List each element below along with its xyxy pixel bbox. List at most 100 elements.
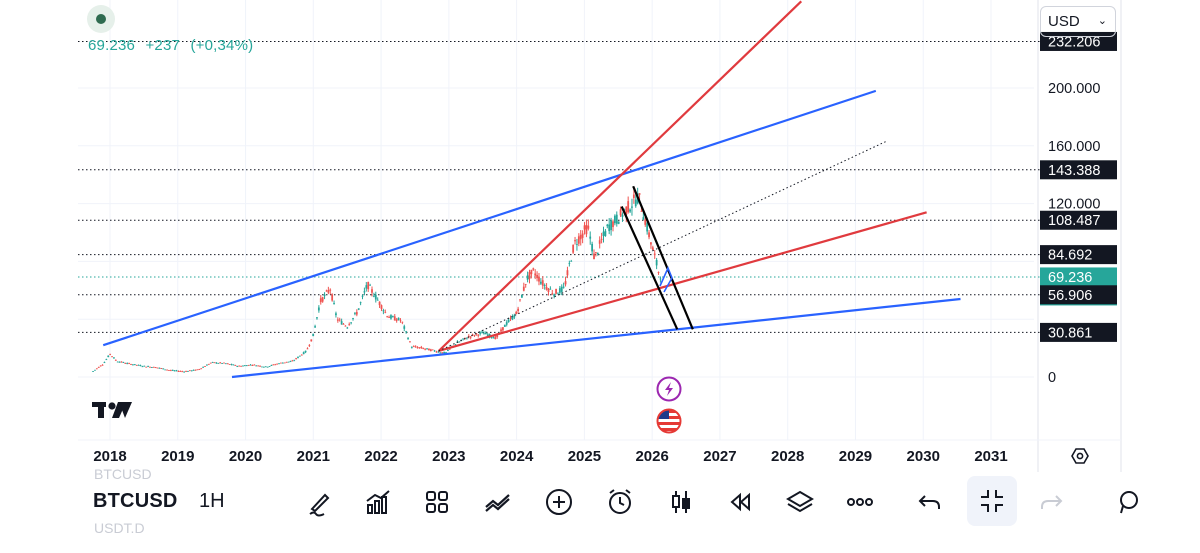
candle-body — [128, 363, 131, 365]
candle-body — [566, 270, 569, 276]
candle-body — [369, 284, 372, 286]
y-tick-label: 120.000 — [1048, 197, 1100, 213]
collapse-button[interactable] — [967, 476, 1017, 526]
candle-body — [118, 361, 121, 363]
price-chart[interactable]: 2018 2019 2020 2021 2022 2023 2024 2025 2026 2027… — [0, 0, 1200, 472]
compare-button[interactable] — [476, 482, 520, 522]
candle-body — [132, 364, 134, 366]
candle-body — [291, 360, 294, 362]
candle-body — [428, 348, 430, 351]
add-button[interactable] — [537, 482, 581, 522]
candle-body — [553, 294, 556, 297]
indicators-button[interactable] — [356, 482, 400, 522]
candles-button[interactable] — [659, 482, 703, 522]
candle-body — [412, 346, 415, 348]
candle-body — [346, 327, 349, 329]
candle-body — [238, 365, 241, 367]
candle-body — [507, 319, 510, 323]
next-symbol[interactable]: USDT.D — [94, 520, 145, 536]
candle-body — [114, 359, 117, 361]
candle-body — [342, 323, 345, 325]
candle-body — [391, 316, 394, 318]
search-button[interactable] — [1102, 482, 1146, 522]
candle-body — [101, 364, 104, 366]
candle-body — [219, 362, 222, 364]
layers-button[interactable] — [778, 482, 822, 522]
candle-body — [549, 288, 552, 290]
candle-body — [492, 337, 495, 339]
candle-body — [640, 211, 643, 212]
candle-body — [503, 324, 506, 327]
brush-button[interactable] — [297, 482, 341, 522]
redo-button[interactable] — [1029, 482, 1073, 522]
candle-body — [177, 371, 180, 372]
candle-body — [581, 233, 584, 238]
currency-select[interactable]: USD ⌄ — [1040, 6, 1116, 37]
candle-body — [447, 349, 449, 351]
replay-button[interactable] — [718, 482, 762, 522]
alert-button[interactable] — [598, 482, 642, 522]
lightning-event-icon[interactable] — [656, 376, 682, 402]
more-button[interactable] — [838, 482, 882, 522]
price-tag-bg — [1040, 245, 1117, 265]
candle-body — [560, 286, 563, 292]
candle-body — [160, 368, 163, 369]
market-status-icon[interactable] — [87, 5, 115, 33]
candle-body — [606, 224, 609, 227]
candle-body — [382, 310, 385, 312]
candle-body — [198, 369, 201, 370]
currency-value: USD — [1048, 13, 1080, 30]
candles-icon — [672, 491, 690, 513]
candle-body — [185, 371, 187, 372]
price-change-percent: (+0,34%) — [190, 37, 254, 54]
candle-body — [135, 364, 138, 366]
candle-body — [95, 368, 98, 370]
us-flag-event-icon[interactable] — [656, 408, 682, 434]
x-tick-label: 2025 — [568, 448, 601, 465]
candle-body — [147, 366, 149, 368]
candle-body — [418, 347, 421, 349]
candle-body — [130, 364, 132, 365]
candle-body — [236, 366, 239, 367]
x-axis: 2018 2019 2020 2021 2022 2023 2024 2025 2026 2027… — [93, 448, 1007, 465]
candle-body — [116, 361, 119, 363]
symbol-button[interactable]: BTCUSD — [93, 490, 178, 512]
candle-body — [126, 363, 129, 364]
candle-body — [183, 371, 186, 373]
interval-button[interactable]: 1H — [199, 490, 225, 512]
candle-body — [555, 289, 557, 294]
trendlines — [102, 0, 961, 379]
templates-button[interactable] — [415, 482, 459, 522]
candle-body — [653, 253, 656, 256]
candle-body — [164, 369, 167, 371]
candle-body — [306, 348, 309, 350]
price-tag-value: 56.906 — [1048, 288, 1092, 304]
candle-body — [410, 347, 413, 348]
more-icon — [847, 498, 873, 506]
candle-body — [390, 315, 392, 319]
candle-body — [462, 338, 464, 340]
candle-body — [247, 364, 250, 366]
candle-body — [124, 363, 127, 364]
undo-button[interactable] — [908, 482, 952, 522]
replay-icon — [730, 492, 750, 512]
price-tag-value: 30.861 — [1048, 325, 1092, 341]
candle-body — [536, 274, 538, 279]
candle-body — [483, 333, 485, 335]
candle-body — [327, 290, 330, 293]
candle-body — [175, 370, 178, 372]
candle-body — [612, 221, 614, 228]
candle-body — [209, 362, 212, 364]
candle-body — [505, 322, 508, 325]
candle-body — [422, 348, 425, 349]
axis-settings-icon[interactable] — [1071, 448, 1089, 464]
candle-body — [152, 366, 155, 368]
previous-symbol[interactable]: BTCUSD — [94, 466, 152, 482]
candle-body — [240, 365, 242, 367]
candle-body — [162, 368, 165, 370]
undo-icon — [918, 495, 940, 509]
candle-body — [608, 224, 611, 232]
candle-body — [171, 370, 174, 371]
candle-body — [372, 295, 375, 297]
candle-body — [188, 370, 191, 372]
